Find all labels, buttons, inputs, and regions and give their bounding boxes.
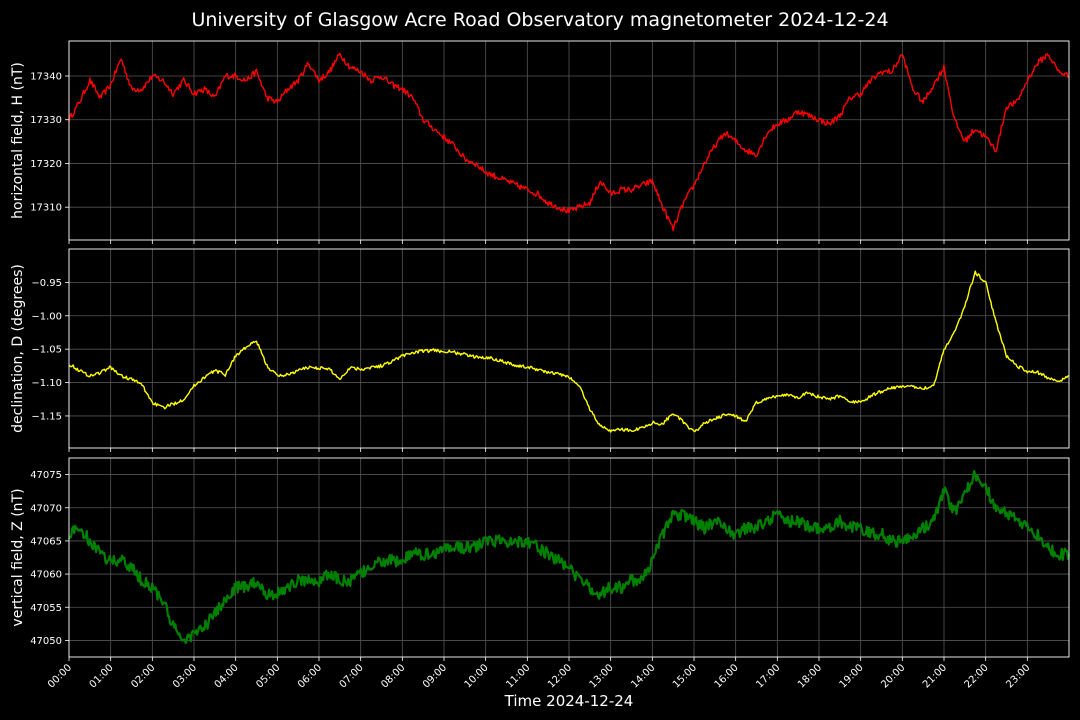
y-tick-label: 17330 [30,115,62,126]
y-tick-label: 47060 [30,570,62,581]
y-tick-label: 17340 [30,71,62,82]
x-tick-label: 17:00 [754,662,782,690]
x-tick-label: 18:00 [796,662,824,690]
axes-frame [68,40,1070,241]
x-tick-label: 09:00 [421,662,449,690]
panel-2: −1.15 −1.10 −1.05 −1.00 −0.95 declination, D … [10,248,1070,452]
x-tick-label: 13:00 [588,662,616,690]
y-axis-label: vertical field, Z (nT) [10,488,26,626]
x-tick-label: 07:00 [338,662,366,690]
x-tick-label: 06:00 [296,662,324,690]
panel-1: 17310 17320 17330 17340 horizontal field, H … [10,40,1070,244]
y-tick-label: 17320 [30,159,62,170]
series-line-1 [68,52,1070,232]
x-tick-label: 15:00 [671,662,699,690]
y-tick-label: 47055 [30,603,62,614]
series-line-3 [67,469,1071,645]
x-tick-label: 10:00 [463,662,491,690]
axes-frame [68,248,1070,449]
x-tick-label: 05:00 [254,662,282,690]
x-tick-label: 11:00 [504,662,532,690]
x-tick-label: 19:00 [838,662,866,690]
axes-frame [68,457,1070,658]
y-axis-label: declination, D (degrees) [10,264,26,433]
x-tick-label: 22:00 [963,662,991,690]
panel-3: 47050 47055 47060 47065 47070 47075 vertical f… [10,457,1071,710]
x-tick-label: 00:00 [46,662,74,690]
x-tick-label: 14:00 [629,662,657,690]
x-tick-label: 01:00 [88,662,116,690]
x-tick-label: 04:00 [213,662,241,690]
y-tick-label: 17310 [30,203,62,214]
y-tick-label: 47075 [30,470,62,481]
x-tick-label: 02:00 [129,662,157,690]
y-tick-label: −0.95 [31,278,62,289]
y-axis-label: horizontal field, H (nT) [10,62,26,219]
y-tick-label: −1.10 [31,378,62,389]
chart-title: University of Glasgow Acre Road Observat… [191,9,889,31]
y-tick-label: −1.05 [31,345,62,356]
y-tick-label: −1.00 [31,311,62,322]
x-tick-label: 21:00 [921,662,949,690]
y-tick-label: −1.15 [31,411,62,422]
x-tick-label: 23:00 [1004,662,1032,690]
y-tick-label: 47050 [30,636,62,647]
x-tick-label: 16:00 [713,662,741,690]
x-tick-label: 20:00 [879,662,907,690]
series-line-2 [68,270,1069,433]
x-tick-label: 08:00 [379,662,407,690]
x-tick-label: 03:00 [171,662,199,690]
y-tick-label: 47065 [30,536,62,547]
x-tick-label: 12:00 [546,662,574,690]
y-tick-label: 47070 [30,503,62,514]
x-axis-label: Time 2024-12-24 [504,692,634,710]
